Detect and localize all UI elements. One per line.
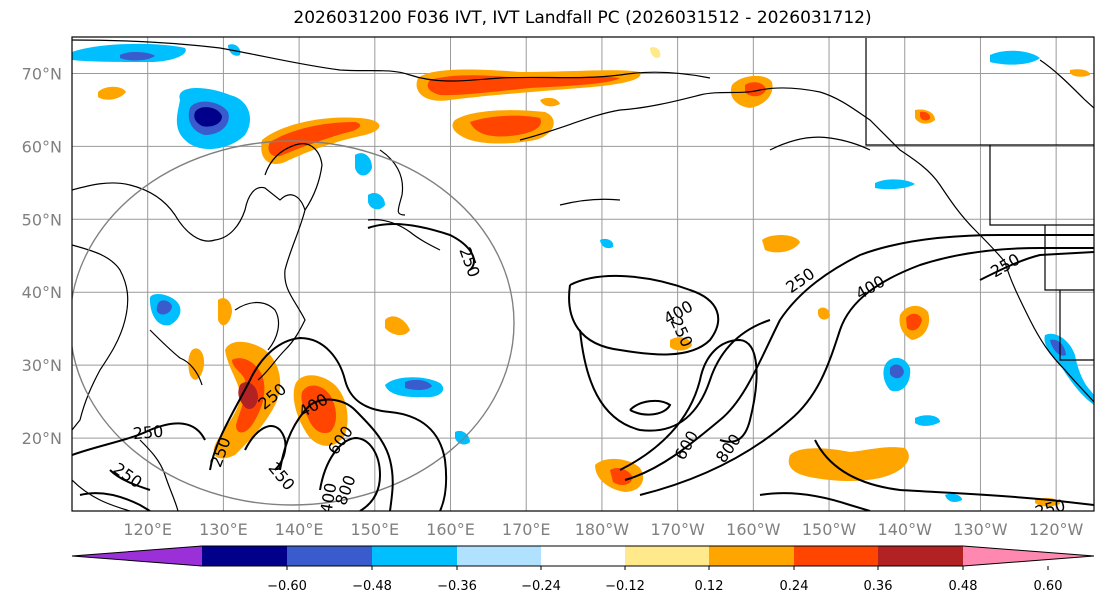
negative-anomaly-patch	[355, 153, 372, 176]
colorbar: −0.60 −0.48 −0.36 −0.24 −0.12 0.12 0.24 0.36 0.4…	[71, 545, 1095, 594]
colorbar-segment	[794, 546, 878, 566]
longitude-tick-label: 130°W	[953, 520, 1008, 539]
positive-anomaly-patch	[745, 82, 766, 97]
longitude-tick-label: 170°E	[502, 520, 551, 539]
colorbar-tick-label: 0.36	[864, 579, 893, 594]
colorbar-tick-label: −0.12	[605, 579, 645, 594]
negative-anomaly-patch	[915, 415, 940, 426]
negative-anomaly-patch	[945, 493, 962, 503]
colorbar-tick-label: 0.12	[695, 579, 724, 594]
longitude-tick-label: 150°W	[802, 520, 857, 539]
negative-anomaly-patch	[228, 44, 241, 56]
longitude-tick-label: 140°E	[275, 520, 324, 539]
colorbar-segment	[625, 546, 709, 566]
negative-anomaly-patch	[875, 179, 915, 190]
positive-anomaly-patch	[650, 47, 661, 58]
coastlines	[72, 38, 1094, 511]
negative-anomaly-patch	[890, 364, 904, 379]
colorbar-segment	[202, 546, 287, 566]
positive-anomaly-patch	[920, 111, 931, 121]
colorbar-tick-label: −0.36	[437, 579, 477, 594]
positive-anomaly-patch	[906, 313, 922, 331]
positive-anomaly-patch	[188, 348, 205, 380]
colorbar-segment	[457, 546, 541, 566]
longitude-tick-label: 160°E	[426, 520, 475, 539]
longitude-tick-label: 170°W	[650, 520, 705, 539]
positive-anomaly-patch	[218, 298, 232, 326]
positive-anomaly-patch	[470, 115, 541, 137]
negative-anomaly-patch	[1050, 339, 1066, 356]
negative-anomaly-patch	[990, 50, 1040, 65]
longitude-tick-label: 130°E	[199, 520, 248, 539]
colorbar-extend-high	[963, 546, 1094, 566]
positive-anomaly-patch	[670, 337, 692, 351]
positive-anomaly-patch	[238, 382, 258, 410]
colorbar-tick-label: 0.48	[949, 579, 978, 594]
negative-anomaly-patch	[194, 107, 222, 127]
longitude-tick-labels: 120°E 130°E 140°E 150°E 160°E 170°E 180°W 170°W…	[123, 520, 1083, 539]
latitude-tick-label: 20°N	[22, 429, 62, 448]
svg-text:250: 250	[132, 422, 164, 444]
positive-anomaly-patch	[788, 447, 909, 481]
negative-anomaly-patch	[405, 379, 432, 391]
negative-anomaly-patch	[156, 300, 172, 315]
colorbar-segment	[372, 546, 457, 566]
map-border	[71, 36, 1095, 512]
longitude-tick-label: 180°W	[575, 520, 630, 539]
latitude-tick-label: 70°N	[22, 64, 62, 83]
colorbar-tick-label: 0.24	[780, 579, 809, 594]
colorbar-segment	[709, 546, 794, 566]
colorbar-tick-label: 0.60	[1034, 579, 1063, 594]
longitude-tick-label: 140°W	[878, 520, 933, 539]
positive-anomaly-patch	[818, 307, 830, 320]
colorbar-extend-low	[72, 546, 202, 566]
positive-anomaly-patch	[98, 86, 126, 100]
latitude-tick-label: 30°N	[22, 356, 62, 375]
positive-anomaly-patch	[610, 467, 633, 486]
longitude-tick-label: 150°E	[350, 520, 399, 539]
colorbar-outline	[71, 545, 1095, 567]
negative-anomaly-patch	[368, 193, 385, 210]
colorbar-segment	[878, 546, 963, 566]
latitude-tick-label: 50°N	[22, 210, 62, 229]
latitude-tick-label: 40°N	[22, 283, 62, 302]
colorbar-tick-label: −0.60	[267, 579, 307, 594]
range-circle	[72, 140, 515, 506]
positive-anomaly-patch	[762, 234, 800, 253]
longitude-tick-label: 120°W	[1029, 520, 1084, 539]
longitude-tick-label: 160°W	[726, 520, 781, 539]
ivt-contours	[72, 223, 1094, 511]
colorbar-tick-label: −0.48	[352, 579, 392, 594]
positive-anomaly-patch	[301, 385, 336, 434]
shading-layer	[72, 43, 1094, 507]
colorbar-segment	[287, 546, 372, 566]
latitude-tick-label: 60°N	[22, 137, 62, 156]
colorbar-tick-label: −0.24	[521, 579, 561, 594]
positive-anomaly-patch	[268, 122, 361, 157]
negative-anomaly-patch	[120, 52, 155, 61]
positive-anomaly-patch	[385, 316, 410, 336]
svg-text:400: 400	[316, 481, 340, 514]
colorbar-segment	[541, 546, 625, 566]
contour-label: 250	[132, 422, 164, 444]
negative-anomaly-patch	[455, 430, 470, 445]
contour-label: 400	[316, 481, 340, 514]
longitude-tick-label: 120°E	[123, 520, 172, 539]
negative-anomaly-patch	[600, 238, 614, 249]
map-title: 2026031200 F036 IVT, IVT Landfall PC (20…	[293, 8, 872, 28]
positive-anomaly-patch	[1070, 69, 1090, 77]
positive-anomaly-patch	[540, 97, 560, 107]
latitude-tick-labels: 70°N 60°N 50°N 40°N 30°N 20°N	[22, 64, 62, 448]
